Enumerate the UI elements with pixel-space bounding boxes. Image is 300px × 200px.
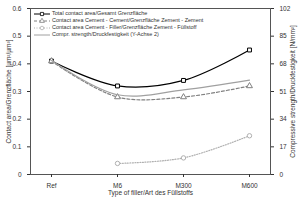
svg-text:M600: M600 bbox=[241, 182, 258, 189]
svg-text:0.1: 0.1 bbox=[12, 143, 21, 150]
svg-text:17: 17 bbox=[280, 143, 288, 150]
html-text:Compr. strength/Druckfestigkei: Compr. strength/Druckfestigkeit (Y-Achse… bbox=[52, 31, 159, 37]
svg-text:0.2: 0.2 bbox=[12, 115, 21, 122]
svg-text:Contact area/Grenzfläche [µm²/: Contact area/Grenzfläche [µm²/µm³] bbox=[5, 39, 13, 143]
svg-text:85: 85 bbox=[280, 32, 288, 39]
svg-text:0.5: 0.5 bbox=[12, 32, 21, 39]
svg-text:0.4: 0.4 bbox=[12, 60, 21, 67]
svg-text:0.6: 0.6 bbox=[12, 5, 21, 12]
html-text:Total contact area/Gesamt Gren: Total contact area/Gesamt Grenzfläche bbox=[52, 10, 148, 16]
svg-text:0: 0 bbox=[280, 171, 284, 178]
svg-text:51: 51 bbox=[280, 88, 288, 95]
svg-text:M300: M300 bbox=[175, 182, 192, 190]
svg-text:0: 0 bbox=[18, 171, 22, 178]
html-text:Contact area Cement - Filler/G: Contact area Cement - Filler/Grenzfläche… bbox=[52, 24, 197, 30]
svg-text:M6: M6 bbox=[113, 182, 122, 190]
svg-text:102: 102 bbox=[280, 5, 291, 12]
svg-text:Compressive strength/Druckfest: Compressive strength/Druckfestigkeit [N/… bbox=[289, 25, 297, 158]
svg-text:0.3: 0.3 bbox=[12, 88, 21, 95]
svg-text:Type of filler/Art des Füllsto: Type of filler/Art des Füllstoffs bbox=[108, 189, 194, 197]
svg-text:68: 68 bbox=[280, 60, 288, 67]
svg-text:34: 34 bbox=[280, 115, 288, 122]
html-text:Contact area Cement - Cement/G: Contact area Cement - Cement/Grenzfläche… bbox=[52, 17, 204, 23]
svg-text:Ref: Ref bbox=[46, 182, 56, 189]
